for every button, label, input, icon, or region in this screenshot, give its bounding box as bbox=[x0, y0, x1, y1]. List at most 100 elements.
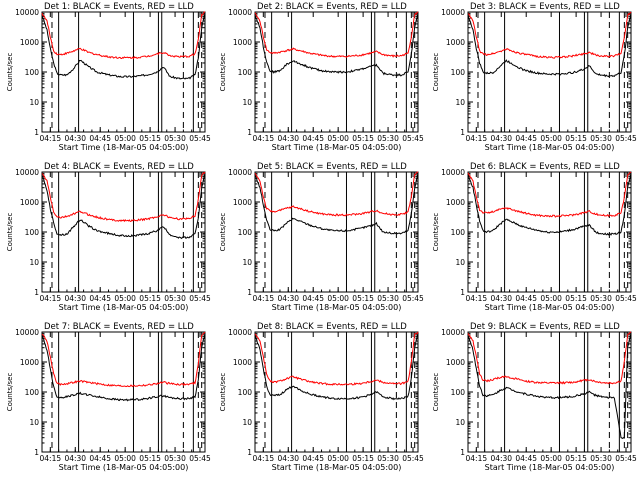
x-tick-label: 05:30 bbox=[377, 454, 399, 463]
y-tick-label: 100 bbox=[238, 228, 253, 237]
panel-title: Det 7: BLACK = Events, RED = LLD bbox=[44, 322, 194, 332]
x-tick-label: 05:45 bbox=[189, 134, 211, 143]
x-tick-label: 05:45 bbox=[402, 294, 424, 303]
events-series-line bbox=[254, 173, 419, 235]
panel-title: Det 5: BLACK = Events, RED = LLD bbox=[257, 162, 407, 172]
y-tick-label: 10 bbox=[29, 418, 39, 427]
x-tick-label: 05:30 bbox=[164, 454, 186, 463]
y-tick-label: 1000 bbox=[446, 198, 465, 207]
x-tick-label: 05:30 bbox=[164, 134, 186, 143]
x-tick-label: 04:30 bbox=[277, 454, 299, 463]
y-tick-label: 1000 bbox=[446, 38, 465, 47]
x-tick-label: 05:00 bbox=[327, 454, 349, 463]
x-tick-label: 05:30 bbox=[377, 134, 399, 143]
y-tick-label: 1000 bbox=[233, 358, 252, 367]
x-tick-label: 04:45 bbox=[89, 294, 111, 303]
panel-title: Det 2: BLACK = Events, RED = LLD bbox=[257, 2, 407, 12]
y-tick-label: 10000 bbox=[15, 8, 39, 17]
panel-title: Det 4: BLACK = Events, RED = LLD bbox=[44, 162, 194, 172]
y-tick-label: 10 bbox=[242, 258, 252, 267]
x-tick-label: 05:15 bbox=[139, 134, 161, 143]
x-tick-label: 05:30 bbox=[590, 134, 612, 143]
y-tick-label: 1 bbox=[34, 448, 39, 457]
x-tick-label: 05:15 bbox=[352, 134, 374, 143]
x-tick-label: 04:45 bbox=[515, 294, 537, 303]
detector-panel-6: Det 6: BLACK = Events, RED = LLD 1 10 100 10… bbox=[432, 162, 637, 312]
y-axis-label: Counts/sec bbox=[6, 373, 14, 412]
x-tick-label: 05:00 bbox=[540, 134, 562, 143]
y-tick-label: 10000 bbox=[441, 328, 465, 337]
y-axis-label: Counts/sec bbox=[432, 373, 440, 412]
events-series-line bbox=[254, 333, 419, 401]
y-tick-label: 100 bbox=[238, 68, 253, 77]
y-tick-label: 10 bbox=[455, 418, 465, 427]
lld-series-line bbox=[467, 11, 632, 59]
x-tick-label: 04:45 bbox=[515, 454, 537, 463]
x-axis-label: Start Time (18-Mar-05 04:05:00) bbox=[272, 143, 402, 152]
events-series-line bbox=[467, 333, 632, 439]
lld-series-line bbox=[467, 171, 632, 218]
y-tick-label: 1 bbox=[247, 448, 252, 457]
x-tick-label: 04:15 bbox=[40, 454, 62, 463]
x-tick-label: 05:00 bbox=[327, 294, 349, 303]
x-tick-label: 05:15 bbox=[565, 134, 587, 143]
x-tick-label: 04:15 bbox=[40, 134, 62, 143]
panel-title: Det 6: BLACK = Events, RED = LLD bbox=[470, 162, 620, 172]
y-tick-label: 10000 bbox=[228, 8, 252, 17]
detector-panel-8: Det 8: BLACK = Events, RED = LLD 1 10 100 10… bbox=[219, 322, 424, 472]
x-axis-label: Start Time (18-Mar-05 04:05:00) bbox=[272, 303, 402, 312]
y-tick-label: 100 bbox=[451, 388, 466, 397]
y-tick-label: 1000 bbox=[233, 38, 252, 47]
y-tick-label: 1 bbox=[460, 448, 465, 457]
panel-title: Det 8: BLACK = Events, RED = LLD bbox=[257, 322, 407, 332]
y-tick-label: 10 bbox=[455, 98, 465, 107]
x-tick-label: 04:15 bbox=[466, 454, 488, 463]
x-tick-label: 04:15 bbox=[253, 454, 275, 463]
y-axis-label: Counts/sec bbox=[219, 373, 227, 412]
events-series-line bbox=[254, 13, 419, 77]
x-tick-label: 04:15 bbox=[253, 294, 275, 303]
x-tick-label: 05:45 bbox=[615, 294, 637, 303]
x-tick-label: 05:00 bbox=[540, 294, 562, 303]
x-axis-label: Start Time (18-Mar-05 04:05:00) bbox=[272, 463, 402, 472]
events-series-line bbox=[41, 173, 206, 240]
x-tick-label: 05:15 bbox=[565, 454, 587, 463]
x-tick-label: 05:30 bbox=[164, 294, 186, 303]
x-tick-label: 05:00 bbox=[327, 134, 349, 143]
y-tick-label: 100 bbox=[25, 68, 40, 77]
x-tick-label: 04:30 bbox=[277, 294, 299, 303]
y-tick-label: 10000 bbox=[15, 328, 39, 337]
detector-panel-4: Det 4: BLACK = Events, RED = LLD 1 10 100 10… bbox=[6, 162, 211, 312]
detector-panel-9: Det 9: BLACK = Events, RED = LLD 1 10 100 10… bbox=[432, 322, 637, 472]
x-axis-label: Start Time (18-Mar-05 04:05:00) bbox=[485, 303, 615, 312]
y-tick-label: 100 bbox=[25, 388, 40, 397]
y-tick-label: 1000 bbox=[233, 198, 252, 207]
x-tick-label: 04:15 bbox=[40, 294, 62, 303]
y-tick-label: 1 bbox=[34, 128, 39, 137]
y-tick-label: 10000 bbox=[228, 328, 252, 337]
lld-series-line bbox=[254, 11, 419, 58]
x-tick-label: 04:30 bbox=[64, 294, 86, 303]
y-tick-label: 1000 bbox=[446, 358, 465, 367]
lld-series-line bbox=[467, 331, 632, 385]
x-axis-label: Start Time (18-Mar-05 04:05:00) bbox=[59, 463, 189, 472]
y-tick-label: 10000 bbox=[441, 8, 465, 17]
plot-frame bbox=[467, 171, 632, 293]
y-axis-label: Counts/sec bbox=[219, 213, 227, 252]
detector-panel-1: Det 1: BLACK = Events, RED = LLD 1 10 100 10… bbox=[6, 2, 211, 152]
x-tick-label: 05:15 bbox=[139, 294, 161, 303]
x-tick-label: 05:15 bbox=[139, 454, 161, 463]
lld-series-line bbox=[254, 331, 419, 386]
y-tick-label: 10 bbox=[29, 258, 39, 267]
plot-frame bbox=[41, 11, 206, 133]
panel-title: Det 1: BLACK = Events, RED = LLD bbox=[44, 2, 194, 12]
y-tick-label: 1 bbox=[460, 288, 465, 297]
y-tick-label: 10000 bbox=[228, 168, 252, 177]
y-tick-label: 10000 bbox=[441, 168, 465, 177]
x-tick-label: 04:30 bbox=[490, 134, 512, 143]
x-tick-label: 05:45 bbox=[402, 454, 424, 463]
y-tick-label: 1000 bbox=[20, 358, 39, 367]
plot-frame bbox=[254, 331, 419, 453]
x-tick-label: 05:30 bbox=[590, 294, 612, 303]
